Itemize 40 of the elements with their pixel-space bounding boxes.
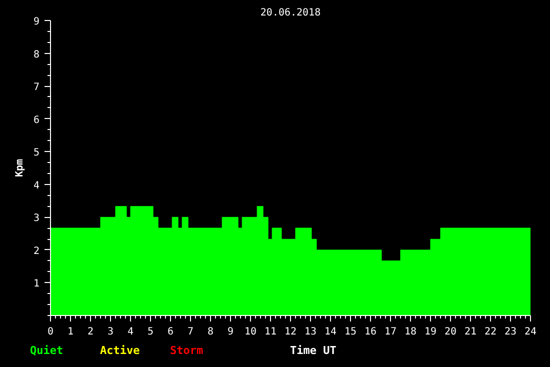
x-tick-label: 9: [227, 326, 234, 338]
legend-label: Active: [100, 343, 140, 359]
x-tick-label: 20: [444, 326, 457, 338]
text: Quiet: [30, 343, 64, 359]
y-tick-label: 1: [33, 278, 40, 290]
y-tick-label: 7: [33, 82, 40, 94]
x-tick-label: 1: [67, 326, 74, 338]
y-tick-label: 5: [33, 148, 40, 159]
y-tick-label: 6: [33, 114, 40, 126]
x-tick-label: 8: [207, 326, 214, 338]
y-tick-label: 2: [33, 246, 40, 257]
y-tick-label: 3: [33, 213, 40, 224]
x-tick-label: 15: [344, 326, 357, 338]
y-tick-label: 8: [33, 49, 40, 60]
x-tick-label: 17: [384, 326, 397, 338]
x-tick-label: 11: [264, 326, 277, 338]
x-tick-label: 18: [404, 326, 417, 338]
x-tick-label: 6: [167, 326, 174, 338]
x-tick-label: 14: [324, 326, 337, 338]
x-axis-title: Time UT: [290, 343, 336, 359]
x-tick-label: 16: [364, 326, 377, 338]
x-tick-label: 3: [107, 326, 114, 338]
x-tick-label: 10: [244, 326, 257, 338]
x-tick-label: 5: [147, 326, 154, 338]
x-tick-label: 19: [424, 326, 437, 338]
x-tick-label: 2: [87, 326, 94, 338]
legend-label: Storm: [170, 343, 204, 359]
y-tick-label: 9: [33, 16, 40, 28]
y-axis-title: Kpm: [14, 158, 26, 178]
x-tick-label: 7: [187, 326, 194, 338]
x-tick-label: 23: [504, 326, 517, 338]
y-tick-label: 4: [33, 180, 40, 192]
x-tick-label: 22: [484, 326, 497, 338]
x-tick-label: 0: [47, 326, 54, 338]
x-tick-label: 21: [464, 326, 477, 338]
chart-title: 20.06.2018: [260, 8, 321, 18]
x-tick-label: 4: [127, 326, 134, 338]
x-tick-label: 24: [524, 326, 537, 338]
x-tick-label: 12: [284, 326, 297, 338]
x-tick-label: 13: [304, 326, 317, 338]
